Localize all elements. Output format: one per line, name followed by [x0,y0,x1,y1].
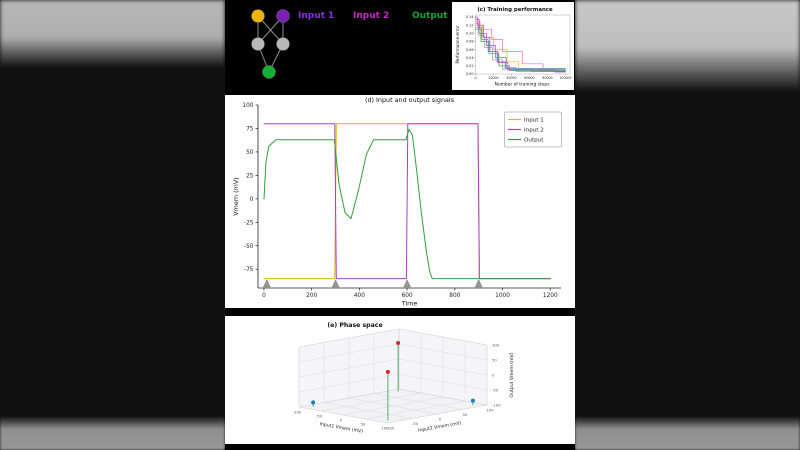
svg-text:0: 0 [474,76,476,80]
svg-text:600: 600 [402,293,413,299]
svg-text:Input 2: Input 2 [524,128,544,134]
background-band-bottom-left [0,416,225,450]
svg-text:(d) Input and output signals: (d) Input and output signals [365,96,455,104]
svg-text:100: 100 [381,426,389,431]
training-performance-chart: 0.00 0.02 0.04 0.06 0.08 0.10 0.12 0.14 0 20000 40… [452,2,574,90]
vmem-time-chart: 100 75 50 25 0 -25 -50 -75 0 200 400 600 800 1000 1200… [225,95,575,308]
svg-text:-50: -50 [412,421,419,426]
svg-text:25: 25 [246,173,254,179]
svg-text:50: 50 [492,358,497,363]
phase-space-panel: -100 -100 -100 -50 -50 -50 0 0 0 50 50 50 100 100 100 I… [225,316,575,444]
svg-text:0.06: 0.06 [466,48,474,52]
svg-text:100: 100 [492,343,500,348]
svg-text:-25: -25 [244,220,254,226]
svg-text:20000: 20000 [488,76,498,80]
svg-text:0.10: 0.10 [466,32,474,36]
network-label: Output [412,11,448,21]
network-diagram [251,9,290,79]
vmem-time-panel: 100 75 50 25 0 -25 -50 -75 0 200 400 600 800 1000 1200… [225,95,575,308]
svg-text:0.00: 0.00 [466,72,474,76]
svg-text:100000: 100000 [559,76,571,80]
svg-text:-100: -100 [492,403,501,408]
svg-text:-50: -50 [492,388,499,393]
svg-text:0.12: 0.12 [466,23,474,27]
svg-text:0: 0 [439,417,442,422]
network-panel: Input 1 Input 2 Output 0.00 0.02 0.04 0.06 0.0… [225,0,575,95]
svg-text:800: 800 [449,293,460,299]
background-blur-top-left [0,0,225,68]
svg-text:Time: Time [401,300,418,308]
svg-text:0.04: 0.04 [466,56,474,60]
background-band-bottom-right [575,416,800,450]
svg-text:100: 100 [486,408,494,413]
network-label: Input 1 [298,11,335,21]
svg-text:Performance error: Performance error [455,25,460,63]
svg-text:-100: -100 [386,426,395,431]
svg-text:75: 75 [246,126,254,132]
svg-text:0.14: 0.14 [466,15,474,19]
training-performance-panel: 0.00 0.02 0.04 0.06 0.08 0.10 0.12 0.14 0 20000 40… [452,2,574,90]
svg-text:0: 0 [492,373,495,378]
svg-text:0.02: 0.02 [466,64,474,68]
background-blur-top-right [575,0,800,92]
svg-text:400: 400 [354,293,365,299]
svg-text:(e) Phase space: (e) Phase space [327,322,382,329]
phase-space-chart: -100-100-100-50-50-500 00505050100100100I… [225,316,575,444]
svg-text:40000: 40000 [506,76,516,80]
figure-column: Input 1 Input 2 Output 0.00 0.02 0.04 0.06 0.0… [225,0,575,450]
svg-text:0: 0 [340,418,343,423]
svg-text:50: 50 [361,422,366,427]
svg-text:1000: 1000 [495,293,510,299]
svg-text:(c) Training performance: (c) Training performance [477,7,553,13]
svg-text:60000: 60000 [524,76,534,80]
background-left [0,0,225,450]
network-label: Input 2 [353,11,390,21]
svg-text:50: 50 [463,412,468,417]
svg-text:1200: 1200 [543,293,558,299]
svg-text:Vmem (mV): Vmem (mV) [232,177,240,215]
svg-text:0: 0 [262,293,266,299]
svg-text:Number of training steps: Number of training steps [495,82,551,88]
svg-text:0.08: 0.08 [466,40,474,44]
svg-text:Output: Output [524,138,544,144]
svg-text:80000: 80000 [542,76,552,80]
svg-text:200: 200 [306,293,317,299]
svg-text:50: 50 [246,150,254,156]
svg-text:-100: -100 [293,410,302,415]
svg-text:100: 100 [242,103,253,109]
svg-text:0: 0 [250,197,254,203]
svg-text:Output Vmem (mV): Output Vmem (mV) [509,352,515,397]
svg-text:Input 1: Input 1 [524,118,544,124]
svg-text:-50: -50 [244,244,254,250]
svg-text:-50: -50 [316,414,323,419]
svg-text:-75: -75 [244,267,254,273]
